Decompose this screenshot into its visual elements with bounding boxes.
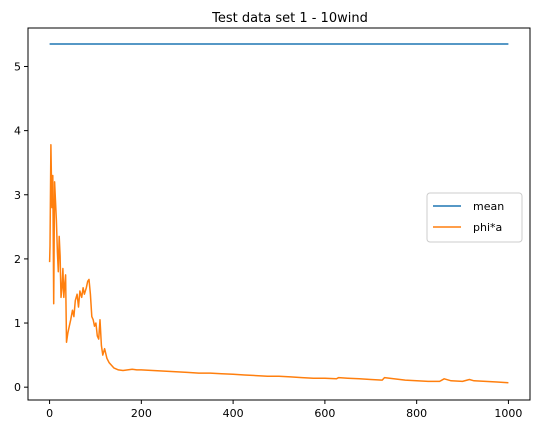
y-tick-label: 4 — [14, 125, 21, 138]
legend-label: phi*a — [473, 221, 502, 234]
x-tick-label: 200 — [131, 407, 152, 420]
x-tick-label: 600 — [314, 407, 335, 420]
axes-frame — [27, 27, 531, 401]
x-tick-label: 800 — [406, 407, 427, 420]
chart-title: Test data set 1 - 10wind — [211, 11, 368, 26]
legend: mean phi*a — [426, 192, 523, 243]
y-tick-label: 1 — [14, 317, 21, 330]
x-tick-label: 1000 — [494, 407, 522, 420]
x-axis: 0 200 400 600 800 1000 — [46, 400, 522, 420]
plot-lines — [48, 43, 509, 384]
y-tick-label: 5 — [14, 60, 21, 73]
x-tick-label: 400 — [223, 407, 244, 420]
y-tick-label: 0 — [14, 381, 21, 394]
y-tick-label: 2 — [14, 253, 21, 266]
legend-label: mean — [473, 200, 504, 213]
y-tick-label: 3 — [14, 189, 21, 202]
series-line-2 — [48, 143, 509, 384]
y-axis: 0 1 2 3 4 5 — [14, 60, 28, 394]
x-tick-label: 0 — [46, 407, 53, 420]
